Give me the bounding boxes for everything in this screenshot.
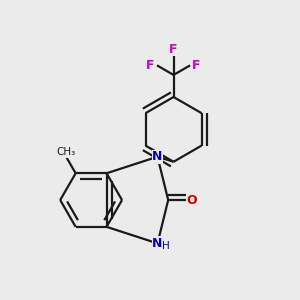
- Text: O: O: [187, 194, 197, 207]
- Text: N: N: [152, 150, 163, 163]
- Text: CH₃: CH₃: [56, 147, 76, 157]
- Text: F: F: [192, 59, 201, 72]
- Text: F: F: [169, 43, 178, 56]
- Text: N: N: [152, 237, 163, 250]
- Text: F: F: [146, 59, 155, 72]
- Text: H: H: [163, 241, 170, 251]
